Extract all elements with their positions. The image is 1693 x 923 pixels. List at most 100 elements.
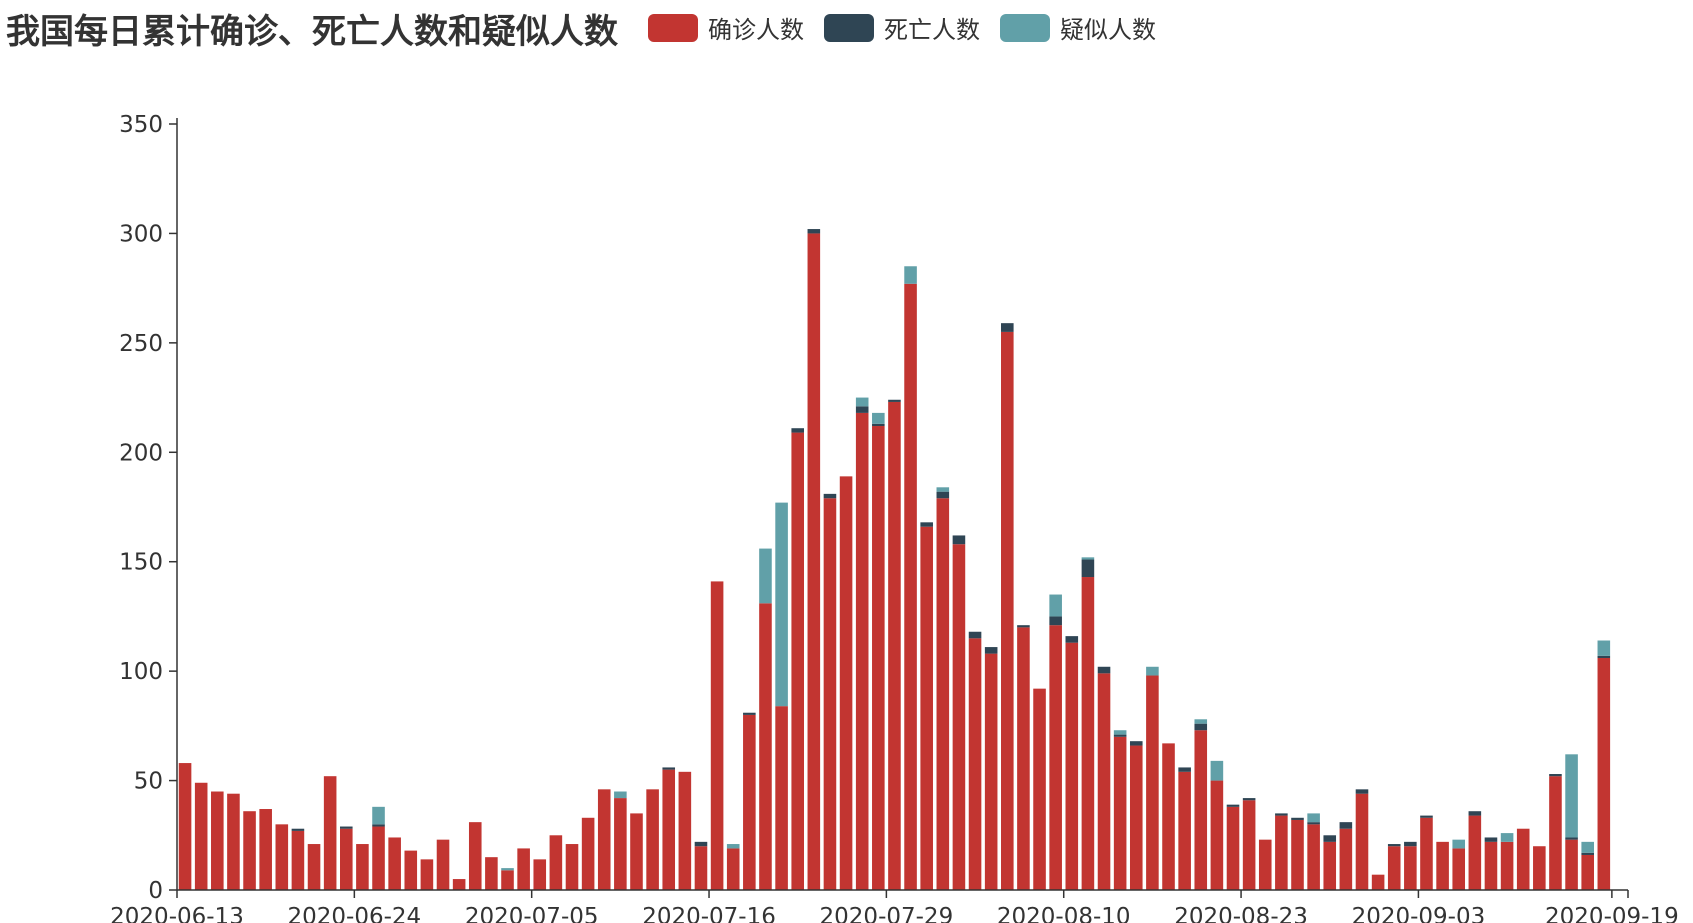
suspected-bar	[1452, 839, 1466, 849]
confirmed-bar	[1468, 815, 1482, 890]
confirmed-bar	[759, 603, 772, 890]
deaths-bar	[952, 535, 966, 545]
confirmed-bar	[984, 653, 998, 890]
deaths-bar	[1307, 822, 1320, 825]
confirmed-bar	[533, 859, 547, 890]
confirmed-bar	[1162, 743, 1175, 890]
confirmed-bar	[1258, 839, 1272, 890]
confirmed-bar	[630, 813, 643, 890]
x-tick-label: 2020-06-13	[110, 904, 244, 923]
x-tick-label: 2020-07-16	[642, 904, 776, 923]
confirmed-bar	[872, 426, 885, 890]
x-tick-label: 2020-09-03	[1352, 904, 1486, 923]
x-tick-label: 2020-08-23	[1174, 904, 1308, 923]
deaths-bar	[1420, 815, 1433, 818]
deaths-bar	[1097, 666, 1111, 674]
y-tick-label: 100	[119, 659, 163, 685]
confirmed-bar	[517, 848, 530, 890]
confirmed-bar	[291, 830, 305, 890]
confirmed-bar	[549, 835, 563, 890]
confirmed-bar	[1420, 817, 1433, 890]
confirmed-bar	[565, 844, 579, 890]
legend-swatch-suspected	[1000, 13, 1050, 42]
legend-label-suspected: 疑似人数	[1060, 16, 1156, 44]
deaths-bar	[807, 229, 821, 234]
suspected-bar	[1113, 730, 1127, 735]
deaths-bar	[1484, 837, 1498, 842]
legend-item-suspected[interactable]: 疑似人数	[1000, 10, 1156, 45]
deaths-bar	[1017, 625, 1030, 628]
confirmed-bar	[1452, 848, 1466, 890]
deaths-bar	[743, 712, 756, 715]
confirmed-bar	[1533, 846, 1546, 890]
deaths-bar	[1242, 798, 1256, 801]
confirmed-bar	[1307, 824, 1320, 890]
suspected-bar	[1500, 833, 1514, 842]
deaths-bar	[1113, 734, 1127, 737]
confirmed-bar	[1001, 331, 1014, 890]
confirmed-bar	[1194, 730, 1208, 890]
confirmed-bar	[710, 581, 724, 890]
chart-legend: 确诊人数 死亡人数 疑似人数	[648, 10, 1176, 45]
confirmed-bar	[1516, 828, 1530, 890]
confirmed-bar	[436, 839, 450, 890]
y-tick-label: 200	[119, 440, 163, 466]
deaths-bar	[1081, 559, 1095, 578]
confirmed-bar	[1033, 688, 1046, 890]
confirmed-bar	[678, 771, 692, 890]
confirmed-bar	[388, 837, 401, 890]
deaths-bar	[1339, 822, 1353, 829]
deaths-bar	[872, 423, 885, 427]
confirmed-bar	[194, 782, 208, 890]
deaths-bar	[920, 522, 933, 527]
y-tick-label: 250	[119, 331, 163, 357]
suspected-bar	[1210, 760, 1224, 781]
deaths-bar	[340, 826, 353, 829]
deaths-bar	[791, 428, 804, 433]
deaths-bar	[1291, 817, 1304, 820]
confirmed-bar	[726, 848, 740, 890]
deaths-bar	[1065, 636, 1079, 643]
deaths-bar	[823, 493, 837, 499]
confirmed-bar	[920, 526, 933, 890]
confirmed-bar	[211, 791, 224, 890]
confirmed-bar	[1371, 874, 1385, 890]
suspected-bar	[1565, 754, 1578, 838]
suspected-bar	[1581, 841, 1594, 853]
suspected-bar	[1081, 557, 1095, 560]
y-tick-label: 350	[119, 112, 163, 138]
legend-item-deaths[interactable]: 死亡人数	[824, 10, 980, 45]
deaths-bar	[1178, 767, 1191, 772]
deaths-bar	[1194, 723, 1208, 731]
deaths-bar	[1468, 811, 1482, 816]
deaths-bar	[888, 399, 901, 402]
confirmed-bar	[1387, 846, 1401, 890]
confirmed-bar	[904, 283, 917, 890]
suspected-bar	[1194, 719, 1208, 724]
suspected-bar	[936, 487, 950, 492]
confirmed-bar	[340, 828, 353, 890]
suspected-bar	[1146, 666, 1159, 676]
suspected-bar	[775, 502, 788, 707]
deaths-bar	[1404, 841, 1417, 847]
confirmed-bar	[1500, 841, 1514, 890]
confirmed-bar	[662, 769, 676, 890]
confirmed-bar	[1017, 627, 1030, 890]
y-tick-label: 0	[148, 878, 163, 904]
confirmed-bar	[1081, 577, 1095, 890]
deaths-bar	[1001, 323, 1014, 332]
legend-item-confirmed[interactable]: 确诊人数	[648, 10, 804, 45]
y-tick-label: 50	[134, 769, 163, 795]
confirmed-bar	[888, 401, 901, 890]
confirmed-bar	[1355, 793, 1369, 890]
confirmed-bar	[694, 846, 708, 890]
deaths-bar	[1565, 837, 1578, 840]
x-tick-label: 2020-08-10	[997, 904, 1131, 923]
confirmed-bar	[1178, 771, 1191, 890]
x-tick-label: 2020-07-05	[465, 904, 599, 923]
confirmed-bar	[646, 789, 659, 890]
confirmed-bar	[1404, 846, 1417, 890]
confirmed-bar	[581, 817, 595, 890]
confirmed-bar	[1146, 675, 1159, 890]
